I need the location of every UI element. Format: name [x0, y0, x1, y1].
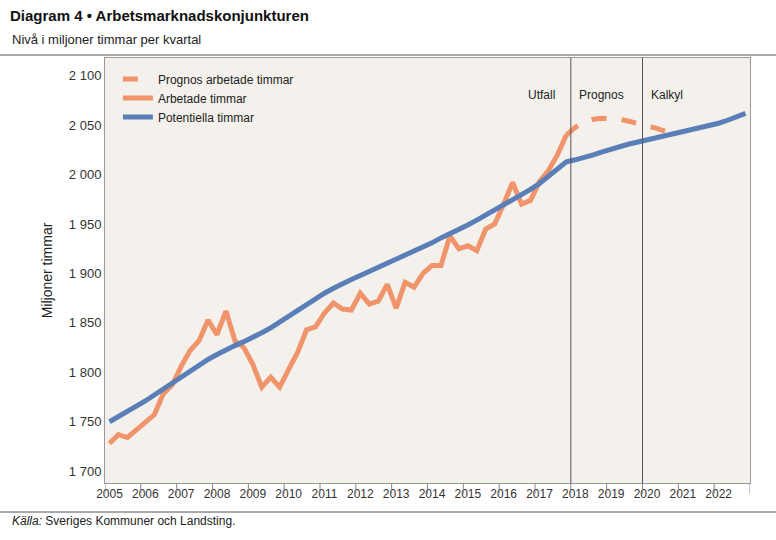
- svg-text:2009: 2009: [239, 487, 266, 501]
- svg-text:2 050: 2 050: [69, 118, 102, 133]
- svg-text:2011: 2011: [312, 487, 338, 501]
- svg-text:1 700: 1 700: [69, 464, 102, 479]
- svg-text:1 750: 1 750: [69, 414, 102, 429]
- svg-text:2017: 2017: [526, 487, 553, 501]
- svg-text:2007: 2007: [168, 487, 195, 501]
- svg-text:Nivå i miljoner timmar per kva: Nivå i miljoner timmar per kvartal: [12, 32, 201, 47]
- svg-text:2014: 2014: [419, 487, 446, 501]
- svg-text:Diagram 4 • Arbetsmarknadskonj: Diagram 4 • Arbetsmarknadskonjunkturen: [10, 7, 309, 24]
- svg-text:2021: 2021: [669, 487, 696, 501]
- svg-text:2022: 2022: [705, 487, 732, 501]
- svg-text:2008: 2008: [204, 487, 231, 501]
- svg-text:2015: 2015: [454, 487, 481, 501]
- svg-text:1 900: 1 900: [69, 266, 102, 281]
- svg-text:2 000: 2 000: [69, 167, 102, 182]
- svg-text:Källa: Sveriges Kommuner och L: Källa: Sveriges Kommuner och Landsting.: [12, 514, 235, 528]
- svg-text:Prognos arbetade timmar: Prognos arbetade timmar: [158, 73, 293, 87]
- svg-text:Kalkyl: Kalkyl: [651, 88, 683, 102]
- svg-text:1 800: 1 800: [69, 365, 102, 380]
- svg-text:2005: 2005: [96, 487, 123, 501]
- svg-text:2019: 2019: [598, 487, 625, 501]
- svg-text:Arbetade timmar: Arbetade timmar: [158, 92, 247, 106]
- svg-text:2012: 2012: [347, 487, 374, 501]
- svg-text:1 850: 1 850: [69, 315, 102, 330]
- svg-text:2013: 2013: [383, 487, 410, 501]
- svg-text:2010: 2010: [275, 487, 302, 501]
- svg-text:2 100: 2 100: [69, 68, 102, 83]
- svg-text:2006: 2006: [132, 487, 159, 501]
- svg-text:2016: 2016: [490, 487, 517, 501]
- svg-text:2018: 2018: [562, 487, 589, 501]
- svg-text:2020: 2020: [634, 487, 661, 501]
- svg-text:Miljoner timmar: Miljoner timmar: [39, 222, 55, 318]
- svg-text:Utfall: Utfall: [528, 88, 555, 102]
- svg-text:Prognos: Prognos: [579, 88, 624, 102]
- svg-text:Potentiella timmar: Potentiella timmar: [158, 111, 254, 125]
- svg-text:1 950: 1 950: [69, 217, 102, 232]
